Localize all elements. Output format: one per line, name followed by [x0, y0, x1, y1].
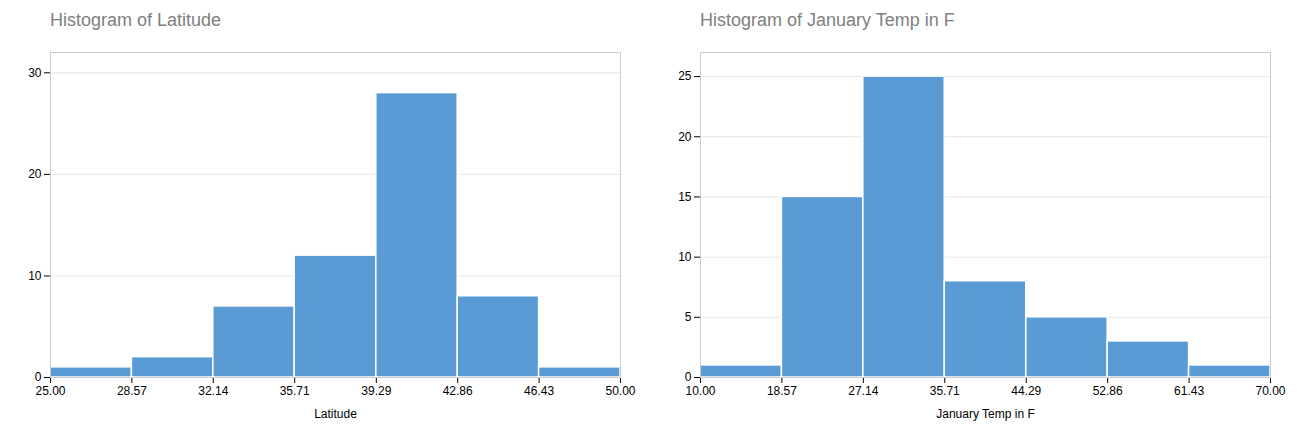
svg-text:10: 10: [28, 269, 42, 283]
svg-text:32.14: 32.14: [198, 384, 228, 398]
svg-text:44.29: 44.29: [1011, 384, 1041, 398]
svg-text:January Temp in F: January Temp in F: [936, 407, 1035, 421]
svg-text:46.43: 46.43: [524, 384, 554, 398]
svg-text:61.43: 61.43: [1174, 384, 1204, 398]
svg-text:15: 15: [678, 190, 692, 204]
svg-text:30: 30: [28, 66, 42, 80]
svg-text:28.57: 28.57: [117, 384, 147, 398]
svg-text:20: 20: [28, 167, 42, 181]
svg-text:Latitude: Latitude: [314, 407, 357, 421]
html-text:Histogram of Latitude: Histogram of Latitude: [50, 10, 222, 30]
svg-text:0: 0: [685, 370, 692, 384]
svg-text:0: 0: [35, 370, 42, 384]
svg-text:50.00: 50.00: [605, 384, 635, 398]
svg-text:25.00: 25.00: [35, 384, 65, 398]
svg-text:35.71: 35.71: [280, 384, 310, 398]
svg-text:39.29: 39.29: [361, 384, 391, 398]
html-text:Histogram of January Temp in F: Histogram of January Temp in F: [700, 10, 955, 30]
svg-text:27.14: 27.14: [848, 384, 878, 398]
svg-text:18.57: 18.57: [767, 384, 797, 398]
svg-text:5: 5: [685, 310, 692, 324]
svg-text:10: 10: [678, 250, 692, 264]
svg-text:10.00: 10.00: [685, 384, 715, 398]
svg-text:20: 20: [678, 130, 692, 144]
svg-text:52.86: 52.86: [1093, 384, 1123, 398]
svg-text:70.00: 70.00: [1255, 384, 1285, 398]
svg-text:42.86: 42.86: [443, 384, 473, 398]
svg-text:25: 25: [678, 69, 692, 83]
svg-text:35.71: 35.71: [930, 384, 960, 398]
